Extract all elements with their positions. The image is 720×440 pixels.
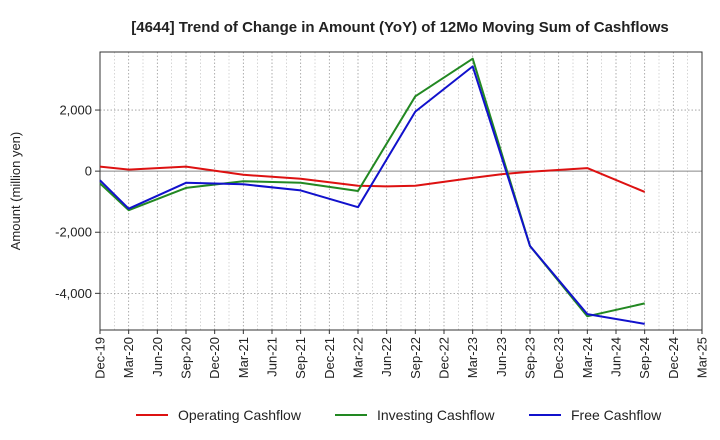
legend: Operating Cashflow Investing Cashflow Free… bbox=[136, 407, 662, 423]
x-tick-label: Dec-22 bbox=[437, 337, 452, 379]
series-line-operating-cashflow bbox=[99, 165, 646, 193]
x-tick-label: Jun-22 bbox=[379, 337, 394, 377]
x-tick-label: Mar-20 bbox=[121, 337, 136, 378]
axes: 2,000 0 -2,000 -4,000 Dec-19 Mar-20 Jun-20 Sep-… bbox=[55, 51, 710, 379]
legend-label-free-cashflow: Free Cashflow bbox=[571, 407, 662, 423]
x-tick-label: Jun-20 bbox=[150, 337, 165, 377]
y-tick-label: 0 bbox=[85, 164, 92, 179]
x-tick-label: Sep-22 bbox=[408, 337, 423, 379]
grid bbox=[99, 52, 703, 330]
series-line-investing-cashflow bbox=[99, 57, 645, 318]
x-tick-label: Mar-24 bbox=[580, 337, 595, 378]
plot-frame bbox=[99, 51, 703, 331]
x-tick-label: Dec-19 bbox=[93, 337, 108, 379]
x-tick-label: Mar-25 bbox=[695, 337, 710, 378]
x-tick-label: Jun-24 bbox=[609, 337, 624, 377]
x-tick-label: Sep-23 bbox=[523, 337, 538, 379]
legend-label-operating-cashflow: Operating Cashflow bbox=[178, 407, 302, 423]
legend-label-investing-cashflow: Investing Cashflow bbox=[377, 407, 495, 423]
chart-title: [4644] Trend of Change in Amount (YoY) o… bbox=[131, 19, 669, 36]
x-tick-label: Sep-20 bbox=[179, 337, 194, 379]
x-tick-label: Sep-24 bbox=[637, 337, 652, 379]
y-axis-label: Amount (million yen) bbox=[8, 132, 23, 251]
x-tick-label: Dec-20 bbox=[207, 337, 222, 379]
y-tick-label: -2,000 bbox=[55, 225, 92, 240]
x-tick-label: Mar-22 bbox=[351, 337, 366, 378]
x-tick-label: Dec-24 bbox=[666, 337, 681, 379]
series bbox=[99, 57, 646, 325]
x-tick-label: Mar-23 bbox=[465, 337, 480, 378]
series-line-free-cashflow bbox=[99, 65, 645, 325]
x-tick-label: Jun-21 bbox=[265, 337, 280, 377]
y-tick-label: -4,000 bbox=[55, 286, 92, 301]
y-tick-label: 2,000 bbox=[59, 103, 92, 118]
x-tick-label: Jun-23 bbox=[494, 337, 509, 377]
x-tick-label: Dec-23 bbox=[551, 337, 566, 379]
x-tick-label: Dec-21 bbox=[322, 337, 337, 379]
x-tick-label: Sep-21 bbox=[293, 337, 308, 379]
x-tick-label: Mar-21 bbox=[236, 337, 251, 378]
